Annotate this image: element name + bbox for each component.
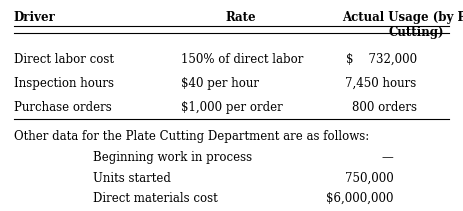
Text: Units started: Units started (93, 172, 170, 185)
Text: 150% of direct labor: 150% of direct labor (181, 53, 303, 66)
Text: Actual Usage (by Plate
Cutting): Actual Usage (by Plate Cutting) (342, 11, 463, 39)
Text: Direct materials cost: Direct materials cost (93, 192, 217, 205)
Text: Driver: Driver (14, 11, 56, 24)
Text: $    732,000: $ 732,000 (345, 53, 417, 66)
Text: Inspection hours: Inspection hours (14, 77, 114, 90)
Text: 800 orders: 800 orders (352, 101, 417, 114)
Text: 750,000: 750,000 (345, 172, 394, 185)
Text: $1,000 per order: $1,000 per order (181, 101, 282, 114)
Text: $40 per hour: $40 per hour (181, 77, 258, 90)
Text: Purchase orders: Purchase orders (14, 101, 112, 114)
Text: $6,000,000: $6,000,000 (326, 192, 394, 205)
Text: Beginning work in process: Beginning work in process (93, 151, 252, 164)
Text: Rate: Rate (225, 11, 256, 24)
Text: Direct labor cost: Direct labor cost (14, 53, 114, 66)
Text: —: — (382, 151, 394, 164)
Text: Other data for the Plate Cutting Department are as follows:: Other data for the Plate Cutting Departm… (14, 130, 369, 143)
Text: 7,450 hours: 7,450 hours (345, 77, 417, 90)
